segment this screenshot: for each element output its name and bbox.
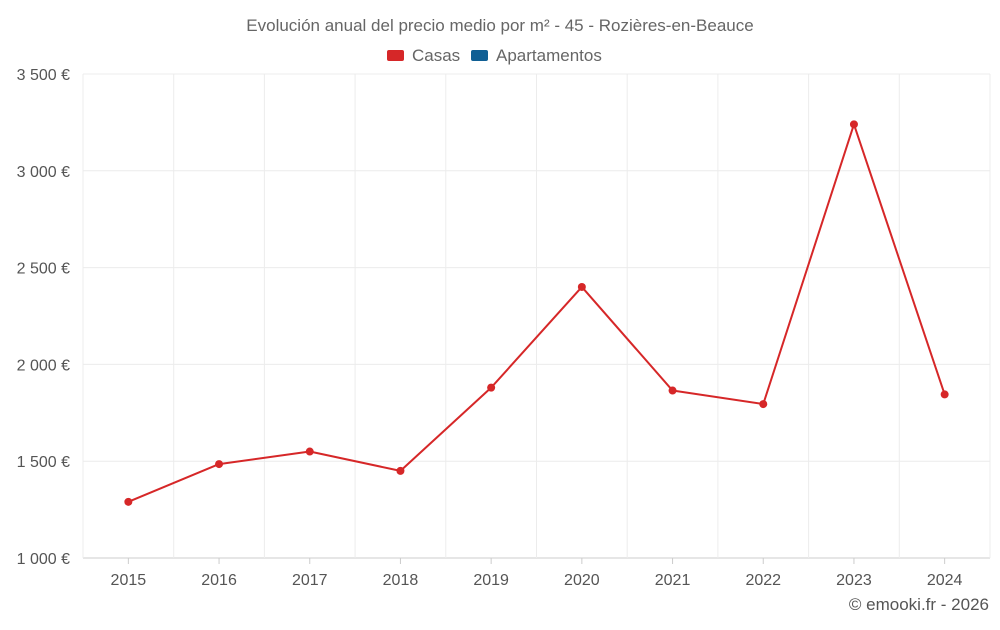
x-tick-label: 2017 — [292, 572, 328, 589]
x-tick-label: 2016 — [201, 572, 237, 589]
legend: Casas Apartamentos — [387, 46, 602, 65]
x-tick-label: 2022 — [745, 572, 781, 589]
x-tick-label: 2020 — [564, 572, 600, 589]
y-tick-label: 3 000 € — [17, 164, 70, 181]
data-point-casas-2024[interactable] — [940, 390, 949, 399]
data-point-casas-2022[interactable] — [759, 400, 768, 409]
data-point-casas-2017[interactable] — [305, 447, 314, 456]
x-tick-label: 2023 — [836, 572, 872, 589]
legend-item-apartamentos[interactable]: Apartamentos — [471, 46, 602, 65]
y-tick-label: 2 500 € — [17, 261, 70, 278]
data-point-casas-2023[interactable] — [849, 120, 858, 129]
y-tick-label: 2 000 € — [17, 357, 70, 374]
data-point-casas-2020[interactable] — [577, 282, 586, 291]
gridlines — [82, 73, 991, 559]
legend-swatch-apartamentos — [471, 50, 488, 61]
data-point-casas-2015[interactable] — [124, 497, 133, 506]
x-axis: 2015 2016 2017 2018 2019 2020 2021 2022 2023 2024 — [111, 558, 963, 589]
series-layer — [124, 120, 949, 506]
legend-swatch-casas — [387, 50, 404, 61]
data-point-casas-2019[interactable] — [487, 383, 496, 392]
series-line-casas — [127, 123, 946, 503]
legend-label-apartamentos: Apartamentos — [496, 46, 602, 65]
x-tick-label: 2015 — [111, 572, 147, 589]
x-tick-label: 2021 — [655, 572, 691, 589]
y-axis: 1 000 € 1 500 € 2 000 € 2 500 € 3 000 € 3 500… — [17, 67, 70, 568]
data-point-casas-2016[interactable] — [215, 460, 224, 469]
x-tick-label: 2018 — [383, 572, 419, 589]
x-tick-label: 2019 — [473, 572, 509, 589]
y-tick-label: 1 500 € — [17, 454, 70, 471]
credit-text: © emooki.fr - 2026 — [849, 595, 989, 614]
x-tick-label: 2024 — [927, 572, 963, 589]
data-point-casas-2018[interactable] — [396, 466, 405, 475]
y-tick-label: 1 000 € — [17, 551, 70, 568]
chart-title: Evolución anual del precio medio por m² … — [246, 16, 753, 35]
y-tick-label: 3 500 € — [17, 67, 70, 84]
legend-item-casas[interactable]: Casas — [387, 46, 460, 65]
legend-label-casas: Casas — [412, 46, 460, 65]
data-point-casas-2021[interactable] — [668, 386, 677, 395]
